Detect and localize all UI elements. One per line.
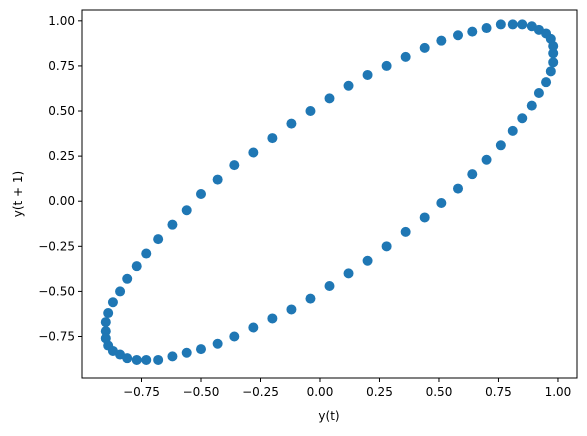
point bbox=[507, 125, 518, 136]
point bbox=[100, 326, 111, 337]
point bbox=[436, 198, 447, 209]
point bbox=[400, 226, 411, 237]
point bbox=[548, 41, 559, 52]
point bbox=[229, 331, 240, 342]
point bbox=[481, 154, 492, 165]
x-tick-label: 0.50 bbox=[426, 385, 453, 399]
point bbox=[507, 19, 518, 30]
x-axis-label: y(t) bbox=[318, 409, 339, 423]
point bbox=[545, 66, 556, 77]
point bbox=[181, 347, 192, 358]
point bbox=[526, 100, 537, 111]
point bbox=[343, 80, 354, 91]
y-tick-label: 0.00 bbox=[48, 194, 75, 208]
point bbox=[141, 354, 152, 365]
point bbox=[153, 234, 164, 245]
point bbox=[419, 42, 430, 53]
point bbox=[122, 353, 133, 364]
point bbox=[195, 344, 206, 355]
point bbox=[115, 286, 126, 297]
point bbox=[212, 174, 223, 185]
point bbox=[131, 261, 142, 272]
y-tick-label: 0.75 bbox=[48, 59, 75, 73]
point bbox=[181, 205, 192, 216]
point bbox=[517, 113, 528, 124]
x-tick-label: 1.00 bbox=[545, 385, 572, 399]
point bbox=[495, 19, 506, 30]
point bbox=[362, 255, 373, 266]
point bbox=[533, 87, 544, 98]
point bbox=[436, 35, 447, 46]
point bbox=[212, 338, 223, 349]
point bbox=[141, 248, 152, 259]
point bbox=[167, 351, 178, 362]
point bbox=[248, 147, 259, 158]
x-tick-label: 0.25 bbox=[366, 385, 393, 399]
point bbox=[100, 317, 111, 328]
point bbox=[381, 60, 392, 71]
y-tick-label: −0.75 bbox=[38, 330, 75, 344]
point bbox=[267, 313, 278, 324]
point bbox=[495, 140, 506, 151]
point bbox=[467, 26, 478, 37]
point bbox=[267, 133, 278, 144]
point bbox=[229, 160, 240, 171]
point bbox=[100, 333, 111, 344]
plot-frame bbox=[81, 9, 578, 379]
x-tick-label: 0.00 bbox=[307, 385, 334, 399]
point bbox=[453, 183, 464, 194]
point bbox=[541, 77, 552, 88]
point bbox=[305, 293, 316, 304]
point bbox=[517, 19, 528, 30]
point bbox=[381, 241, 392, 252]
y-tick-label: 0.50 bbox=[48, 104, 75, 118]
point bbox=[343, 268, 354, 279]
x-tick-label: −0.75 bbox=[123, 385, 160, 399]
point bbox=[122, 273, 133, 284]
y-tick-label: −0.50 bbox=[38, 284, 75, 298]
point bbox=[286, 118, 297, 129]
point bbox=[541, 28, 552, 39]
point bbox=[453, 30, 464, 41]
point bbox=[324, 93, 335, 104]
y-axis-label: y(t + 1) bbox=[11, 171, 25, 218]
point bbox=[548, 48, 559, 59]
point bbox=[103, 308, 114, 319]
point bbox=[131, 354, 142, 365]
point bbox=[526, 21, 537, 32]
point bbox=[400, 51, 411, 62]
x-tick-label: −0.25 bbox=[242, 385, 279, 399]
point bbox=[286, 304, 297, 315]
point bbox=[305, 106, 316, 117]
y-tick-label: 1.00 bbox=[48, 14, 75, 28]
point bbox=[248, 322, 259, 333]
y-tick-label: −0.25 bbox=[38, 239, 75, 253]
point bbox=[107, 297, 118, 308]
point bbox=[548, 57, 559, 68]
point bbox=[467, 169, 478, 180]
point bbox=[481, 23, 492, 34]
y-tick-label: 0.25 bbox=[48, 149, 75, 163]
point bbox=[195, 189, 206, 199]
x-tick-label: −0.50 bbox=[183, 385, 220, 399]
x-tick-label: 0.75 bbox=[485, 385, 512, 399]
point bbox=[153, 354, 164, 365]
point bbox=[419, 212, 430, 223]
point bbox=[107, 345, 118, 356]
point bbox=[167, 219, 178, 230]
point bbox=[324, 281, 335, 291]
point bbox=[362, 69, 373, 80]
